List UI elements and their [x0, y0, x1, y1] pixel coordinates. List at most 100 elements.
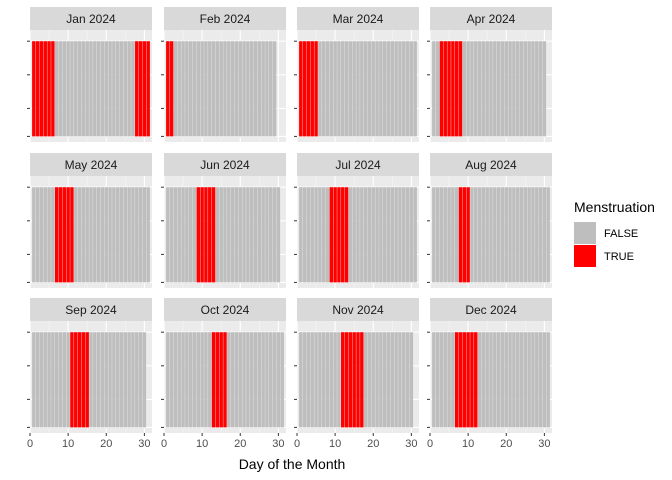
bar-false: [333, 332, 337, 428]
bar-false: [146, 187, 150, 283]
facet-strip-label: Apr 2024: [467, 12, 516, 26]
bar-false: [470, 187, 474, 283]
bar-false: [402, 332, 406, 428]
bar-false: [409, 187, 414, 283]
bar-false: [192, 332, 197, 428]
bar-false: [131, 41, 135, 137]
bar-true: [356, 332, 360, 428]
bar-false: [238, 187, 242, 283]
bar-false: [519, 187, 524, 283]
bar-false: [500, 187, 505, 283]
bar-false: [272, 41, 277, 137]
bar-false: [166, 332, 170, 428]
bar-false: [185, 332, 189, 428]
facet-strip-label: Mar 2024: [333, 12, 384, 26]
bar-true: [466, 332, 470, 428]
bar-false: [405, 332, 410, 428]
bar-false: [386, 187, 391, 283]
bar-false: [272, 187, 277, 283]
bar-true: [443, 41, 447, 137]
facet-strip-label: Feb 2024: [200, 12, 251, 26]
bar-true: [135, 41, 139, 137]
bar-false: [230, 41, 235, 137]
bar-false: [344, 41, 349, 137]
bar-false: [496, 332, 501, 428]
bar-false: [379, 187, 383, 283]
bar-false: [234, 332, 239, 428]
bar-false: [276, 332, 281, 428]
bar-false: [348, 187, 353, 283]
bar-true: [81, 332, 86, 428]
bar-false: [477, 187, 482, 283]
bar-false: [390, 332, 395, 428]
x-tick-label: 20: [234, 438, 246, 450]
facet-strip-label: Sep 2024: [65, 303, 117, 317]
facet-panel: Sep 2024 0 10 20 30: [27, 298, 152, 450]
bar-false: [531, 41, 535, 137]
bar-false: [204, 332, 208, 428]
x-tick-label: 20: [367, 438, 379, 450]
bar-false: [500, 332, 505, 428]
bar-false: [249, 332, 254, 428]
bar-false: [299, 187, 303, 283]
bar-false: [230, 187, 235, 283]
bar-false: [508, 41, 512, 137]
bar-true: [39, 41, 44, 137]
bar-true: [462, 332, 467, 428]
bar-false: [481, 187, 486, 283]
bar-false: [515, 187, 520, 283]
bar-false: [432, 41, 436, 137]
bar-false: [112, 41, 116, 137]
bar-false: [35, 187, 40, 283]
bar-false: [538, 187, 543, 283]
bar-false: [371, 41, 375, 137]
bar-false: [142, 332, 147, 428]
bar-false: [96, 332, 101, 428]
bar-false: [74, 41, 78, 137]
bar-true: [32, 41, 36, 137]
bar-true: [211, 187, 216, 283]
bar-false: [181, 41, 185, 137]
bar-false: [466, 41, 470, 137]
bar-false: [208, 41, 212, 137]
bar-true: [138, 41, 143, 137]
facet-strip: [30, 153, 152, 176]
bar-false: [329, 41, 334, 137]
bar-false: [47, 187, 51, 283]
bar-false: [62, 332, 67, 428]
bar-false: [265, 332, 269, 428]
x-tick-label: 0: [294, 438, 300, 450]
bar-false: [413, 187, 417, 283]
x-tick-label: 10: [196, 438, 208, 450]
bar-false: [451, 332, 455, 428]
bar-false: [223, 187, 227, 283]
bar-false: [454, 187, 459, 283]
bar-false: [166, 187, 170, 283]
bar-false: [269, 187, 273, 283]
bar-false: [538, 41, 543, 137]
facet-panel: Mar 2024: [294, 7, 419, 142]
bar-true: [360, 332, 364, 428]
bar-true: [314, 41, 318, 137]
bar-false: [253, 187, 258, 283]
bar-false: [481, 41, 486, 137]
bar-false: [39, 187, 44, 283]
bar-false: [504, 187, 508, 283]
bar-false: [96, 187, 101, 283]
bar-true: [451, 41, 455, 137]
facet-strip-label: Jan 2024: [66, 12, 116, 26]
facet-strip-label: Dec 2024: [465, 303, 517, 317]
facet-panels: Jan 2024 Feb 2024 Mar 2024 Apr 2024 May 2024…: [27, 7, 552, 450]
bar-false: [314, 187, 318, 283]
bar-false: [352, 187, 356, 283]
bar-false: [402, 41, 406, 137]
bar-false: [394, 187, 398, 283]
legend-label-true: TRUE: [604, 251, 634, 263]
bar-false: [379, 332, 383, 428]
bar-false: [142, 187, 147, 283]
bar-false: [306, 187, 311, 283]
bar-false: [223, 41, 227, 137]
bar-false: [242, 41, 246, 137]
bar-false: [348, 41, 353, 137]
bar-false: [93, 41, 97, 137]
